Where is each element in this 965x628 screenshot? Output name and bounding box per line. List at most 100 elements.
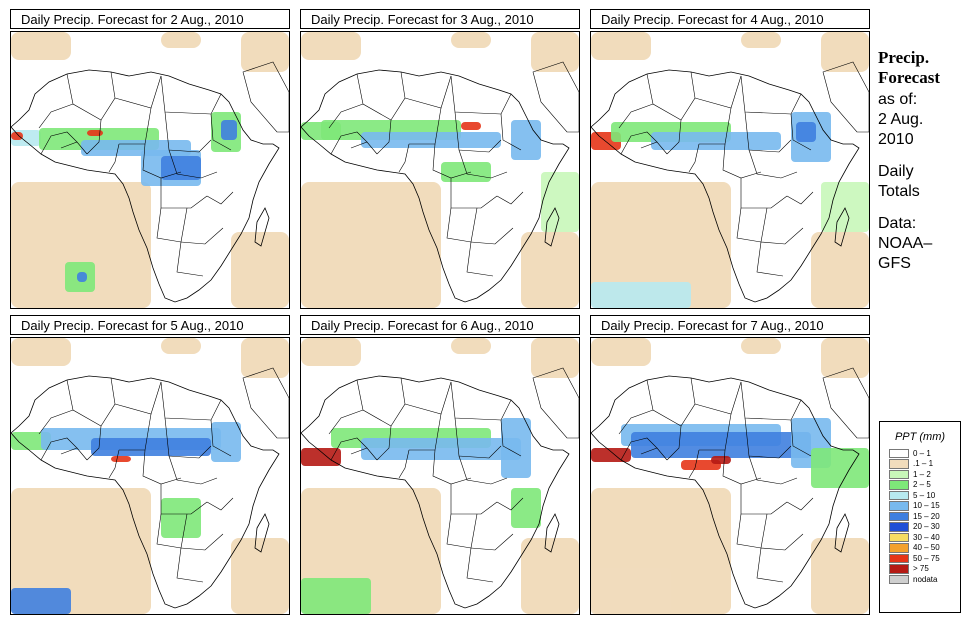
precip-area (11, 588, 71, 614)
dry-region (591, 338, 651, 366)
precip-area (211, 422, 241, 462)
legend-swatch (889, 480, 909, 490)
totals-line-2: Totals (878, 183, 920, 200)
country-border (500, 419, 522, 457)
legend-swatch (889, 553, 909, 563)
precip-area (221, 120, 237, 140)
country-border (748, 455, 798, 485)
country-border (180, 513, 224, 551)
precip-area (361, 132, 501, 148)
country-border (160, 178, 208, 209)
legend-item: 30 – 40 (889, 532, 960, 543)
country-border (206, 191, 234, 205)
country-border (160, 484, 208, 515)
legend-label: 10 – 15 (913, 501, 940, 511)
arabian-peninsula (242, 61, 289, 133)
legend-item: 50 – 75 (889, 553, 960, 564)
coastline (11, 375, 280, 609)
legend-swatch (889, 564, 909, 574)
country-border (450, 178, 498, 209)
country-border (744, 111, 792, 153)
date-line-2: 2010 (878, 131, 914, 148)
legend-swatch (889, 511, 909, 521)
madagascar (544, 207, 560, 247)
country-border (376, 425, 392, 461)
country-border (458, 149, 508, 179)
country-border (756, 547, 784, 583)
legend-label: > 75 (913, 564, 929, 574)
country-border (450, 75, 512, 115)
country-border (180, 207, 224, 245)
legend-item: 1 – 2 (889, 469, 960, 480)
country-border (108, 449, 120, 479)
country-border (142, 449, 182, 485)
country-border (736, 513, 762, 549)
country-border (164, 111, 212, 153)
country-border (722, 143, 762, 179)
country-border (432, 449, 472, 485)
dry-region (301, 32, 361, 60)
country-border (760, 207, 804, 245)
precip-area (511, 488, 541, 528)
country-border (500, 113, 522, 151)
precip-area (161, 156, 201, 180)
dry-region (161, 32, 201, 48)
country-border (470, 207, 514, 245)
source-line-2: GFS (878, 255, 911, 272)
country-border (160, 75, 222, 115)
precip-area (87, 130, 103, 136)
country-border (790, 419, 812, 457)
precip-area (631, 432, 811, 458)
country-border (446, 207, 472, 243)
country-border (744, 417, 792, 459)
legend-label: nodata (913, 574, 938, 584)
dry-region (811, 232, 869, 308)
precip-area (796, 122, 816, 142)
dry-region (301, 182, 441, 308)
country-border (176, 241, 204, 277)
date-line-1: 2 Aug. (878, 111, 924, 128)
dry-region (531, 32, 579, 72)
country-border (786, 191, 814, 205)
dry-region (591, 182, 731, 308)
legend-item: nodata (889, 574, 960, 585)
precip-area (511, 120, 541, 160)
panel-title: Daily Precip. Forecast for 5 Aug., 2010 (10, 315, 290, 335)
panel-title: Daily Precip. Forecast for 4 Aug., 2010 (590, 9, 870, 29)
asof-label: as of: (878, 91, 918, 108)
country-border (466, 241, 494, 277)
panel-title: Daily Precip. Forecast for 2 Aug., 2010 (10, 9, 290, 29)
precip-map (590, 337, 870, 615)
coastline (301, 375, 570, 609)
panel-title: Daily Precip. Forecast for 3 Aug., 2010 (300, 9, 580, 29)
country-border (40, 437, 78, 461)
legend-swatch (889, 501, 909, 511)
precip-area (161, 498, 201, 538)
dry-region (521, 232, 579, 308)
precip-map (300, 337, 580, 615)
legend-swatch (889, 469, 909, 479)
arabian-peninsula (822, 61, 869, 133)
precip-area (591, 282, 691, 308)
coastline (11, 69, 280, 303)
precip-area (11, 132, 23, 140)
precip-area (681, 460, 721, 470)
country-border (454, 417, 502, 459)
country-border (156, 207, 182, 243)
precip-area (501, 418, 531, 478)
country-border (740, 484, 788, 515)
legend-label: 2 – 5 (913, 480, 931, 490)
legend-swatch (889, 543, 909, 553)
country-border (450, 484, 498, 515)
legend-item: > 75 (889, 564, 960, 575)
country-border (666, 425, 682, 461)
legend-item: 40 – 50 (889, 543, 960, 554)
dry-region (531, 338, 579, 378)
dry-region (821, 338, 869, 378)
country-border (756, 241, 784, 277)
country-border (210, 419, 232, 457)
dry-region (521, 538, 579, 614)
dry-region (231, 232, 289, 308)
legend-item: 10 – 15 (889, 501, 960, 512)
madagascar (254, 513, 270, 553)
